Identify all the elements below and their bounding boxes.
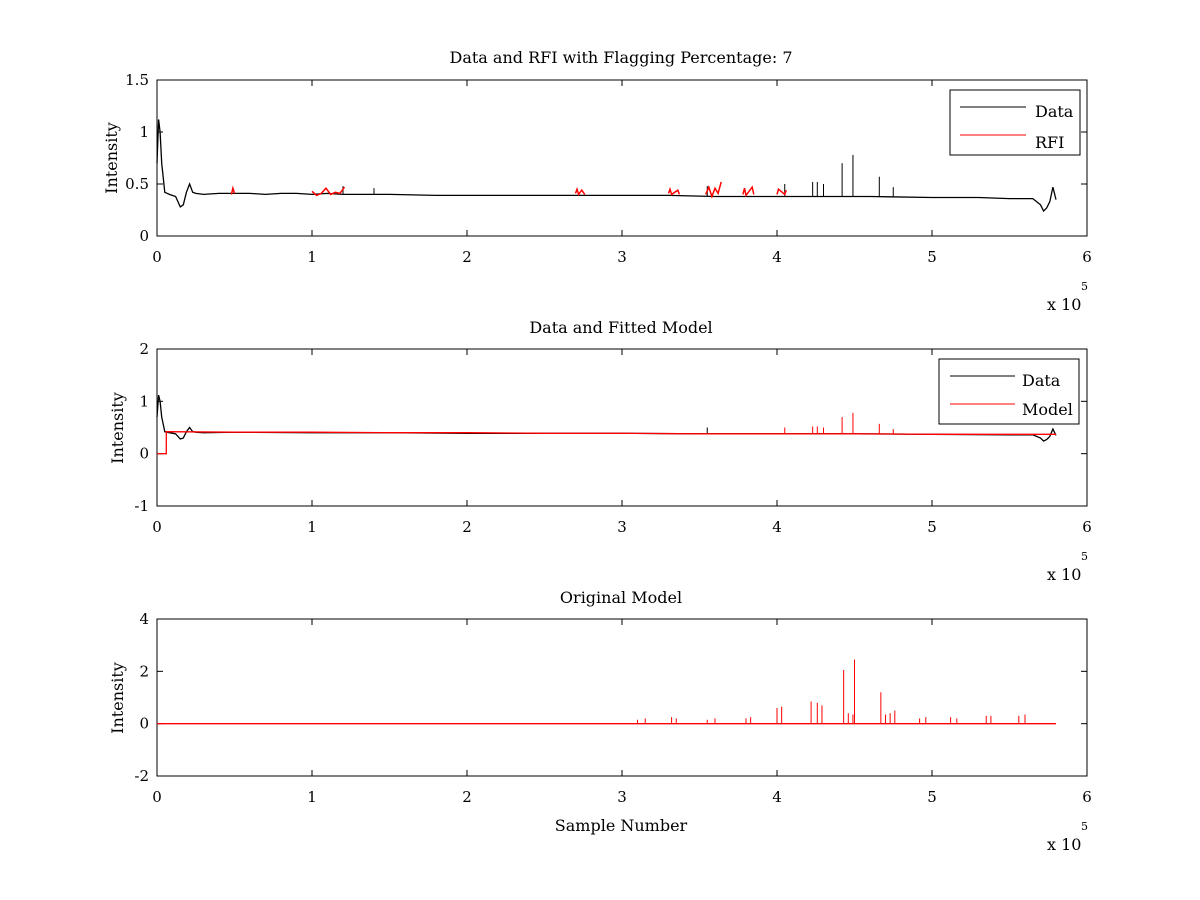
subplot-3-xtick-label-0: 0 xyxy=(152,788,162,806)
subplot-2-xtick-label-3: 3 xyxy=(617,518,627,536)
subplot-1-axes-frame xyxy=(156,79,1088,237)
subplot-3-ylabel: Intensity xyxy=(108,662,127,734)
subplot-1-rfi-segment-4 xyxy=(705,181,722,199)
subplot-2-legend-model-label: Model xyxy=(1022,400,1073,419)
subplot-1-ylabel: Intensity xyxy=(102,122,121,194)
subplot-2-ytick-label-0: -1 xyxy=(134,497,149,515)
subplot-2-ytick-label-1: 0 xyxy=(139,445,149,463)
subplot-1: Data and RFI with Flagging Percentage: 7… xyxy=(102,48,1092,314)
subplot-2-model-series-line xyxy=(157,431,1056,455)
subplot-2-xtick-label-2: 2 xyxy=(462,518,472,536)
subplot-3-ytick-label-0: -2 xyxy=(134,767,149,785)
subplot-2: Data and Fitted Model Intensity 0 1 2 3 4 5 6 -… xyxy=(108,318,1092,584)
subplot-3-x-exponent: x 10 xyxy=(1047,835,1081,854)
subplot-1-legend-rfi-label: RFI xyxy=(1035,133,1064,152)
subplot-3-xtick-label-1: 1 xyxy=(307,788,317,806)
subplot-1-x-exponent-power: 5 xyxy=(1081,280,1088,293)
subplot-1-x-exponent: x 10 xyxy=(1047,295,1081,314)
subplot-3-xtick-label-2: 2 xyxy=(462,788,472,806)
subplot-1-xtick-label-0: 0 xyxy=(152,248,162,266)
subplot-1-rfi-segment-5 xyxy=(742,185,755,198)
subplot-1-ytick-label-3: 1.5 xyxy=(125,71,149,89)
subplot-3-ytick-label-1: 0 xyxy=(139,715,149,733)
subplot-1-ytick-label-2: 1 xyxy=(139,123,149,141)
subplot-2-x-exponent: x 10 xyxy=(1047,565,1081,584)
subplot-1-legend-data-label: Data xyxy=(1035,102,1074,121)
subplot-1-xtick-label-5: 5 xyxy=(927,248,937,266)
subplot-3-ytick-label-3: 4 xyxy=(139,610,149,628)
subplot-1-ytick-label-1: 0.5 xyxy=(125,175,149,193)
subplot-1-rfi-segment-2 xyxy=(574,186,586,197)
subplot-1-legend-box xyxy=(949,89,1081,156)
subplot-1-xtick-label-6: 6 xyxy=(1082,248,1092,266)
subplot-3-xlabel: Sample Number xyxy=(555,816,688,835)
subplot-2-legend-box xyxy=(938,358,1080,425)
subplot-3-xtick-label-6: 6 xyxy=(1082,788,1092,806)
subplot-2-xtick-label-1: 1 xyxy=(307,518,317,536)
subplot-1-rfi-segment-1 xyxy=(311,186,346,197)
subplot-1-ytick-label-0: 0 xyxy=(139,227,149,245)
subplot-3-axes-frame xyxy=(156,618,1088,777)
subplot-1-rfi-segment-6 xyxy=(776,187,788,196)
subplot-3-title: Original Model xyxy=(560,588,682,607)
subplot-2-x-exponent-power: 5 xyxy=(1081,550,1088,563)
subplot-2-ytick-label-3: 2 xyxy=(139,340,149,358)
subplot-2-ytick-label-2: 1 xyxy=(139,392,149,410)
subplot-2-legend-data-label: Data xyxy=(1022,371,1061,390)
subplot-1-xtick-label-1: 1 xyxy=(307,248,317,266)
subplot-3-xtick-label-3: 3 xyxy=(617,788,627,806)
subplot-3-xtick-label-5: 5 xyxy=(927,788,937,806)
subplot-2-axes-frame xyxy=(156,348,1088,507)
subplot-3-x-exponent-power: 5 xyxy=(1081,820,1088,833)
subplot-2-xtick-label-6: 6 xyxy=(1082,518,1092,536)
subplot-1-rfi-segment-0 xyxy=(230,185,236,195)
subplot-1-plot-area: 0 1 2 3 4 5 6 0 0.5 1 1.5 xyxy=(125,71,1092,266)
subplot-1-title: Data and RFI with Flagging Percentage: 7 xyxy=(449,48,792,67)
subplot-2-xtick-label-4: 4 xyxy=(772,518,782,536)
subplot-3-ytick-label-2: 2 xyxy=(139,662,149,680)
subplot-2-title: Data and Fitted Model xyxy=(529,318,712,337)
subplot-1-rfi-segment-3 xyxy=(667,186,681,196)
subplot-2-xtick-label-5: 5 xyxy=(927,518,937,536)
subplot-2-xtick-label-0: 0 xyxy=(152,518,162,536)
subplot-1-legend: Data RFI xyxy=(949,89,1081,156)
subplot-2-legend: Data Model xyxy=(938,358,1080,425)
subplot-2-ylabel: Intensity xyxy=(108,392,127,464)
subplot-1-xtick-label-2: 2 xyxy=(462,248,472,266)
subplot-3-xtick-label-4: 4 xyxy=(772,788,782,806)
subplot-1-xtick-label-3: 3 xyxy=(617,248,627,266)
subplot-1-xtick-label-4: 4 xyxy=(772,248,782,266)
